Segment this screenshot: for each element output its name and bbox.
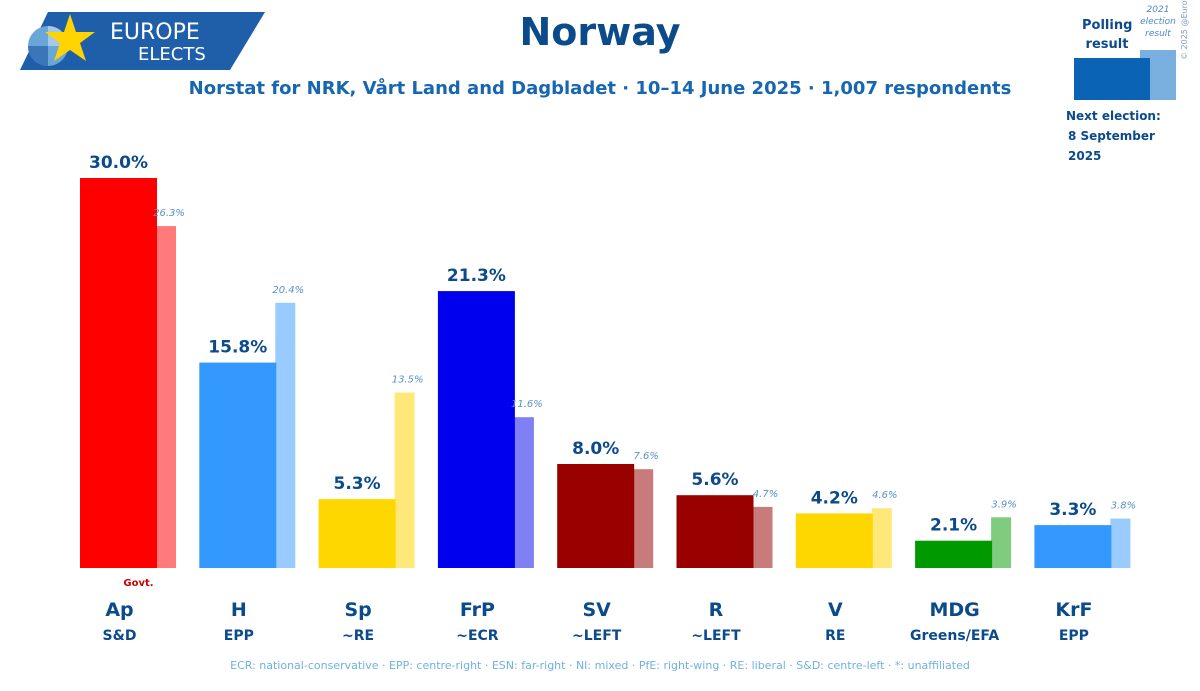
party-label: KrF	[1055, 599, 1092, 621]
group-label: RE	[825, 628, 845, 644]
next-election-label: Next election:	[1066, 109, 1161, 123]
polling-bar	[318, 499, 396, 568]
election-bar	[1110, 518, 1131, 568]
party-label: R	[709, 599, 724, 621]
legend-polling-label: Polling result	[1082, 18, 1133, 52]
legend-polling-swatch	[1074, 58, 1150, 100]
polling-bar	[915, 540, 993, 568]
election-value-label: 20.4%	[272, 285, 304, 296]
europe-elects-logo: EUROPE ELECTS	[20, 12, 265, 70]
polling-value-label: 15.8%	[208, 338, 267, 358]
group-label: EPP	[224, 628, 254, 644]
election-value-label: 3.9%	[991, 499, 1016, 510]
chart-subtitle: Norstat for NRK, Vårt Land and Dagbladet…	[188, 78, 1012, 99]
group-label: ~ECR	[456, 628, 499, 644]
polling-value-label: 4.2%	[811, 488, 858, 508]
next-election: Next election: 8 September 2025	[1066, 106, 1186, 166]
party-label: Sp	[344, 599, 371, 621]
brand-line1: EUROPE	[110, 20, 200, 45]
election-value-label: 11.6%	[511, 399, 543, 410]
election-value-label: 26.3%	[153, 208, 185, 219]
polling-bar	[1034, 525, 1112, 568]
polling-value-label: 8.0%	[572, 439, 619, 459]
polling-bar	[557, 464, 635, 568]
polling-bar	[676, 495, 754, 568]
party-label: FrP	[460, 599, 495, 621]
party-label: SV	[583, 599, 612, 621]
group-label: ~LEFT	[691, 628, 741, 644]
election-bar	[275, 302, 296, 568]
polling-value-label: 5.6%	[691, 470, 738, 490]
polling-bar	[795, 513, 873, 568]
group-label: EPP	[1059, 628, 1089, 644]
election-bar	[513, 417, 534, 568]
next-election-date: 8 September 2025	[1068, 129, 1155, 163]
election-value-label: 3.8%	[1111, 501, 1136, 512]
party-label: H	[231, 599, 247, 621]
election-bar	[871, 508, 892, 568]
election-bar	[752, 506, 773, 568]
election-bar	[156, 226, 176, 568]
legend-election-label: 2021 election result	[1140, 5, 1176, 39]
footer-legend: ECR: national-conservative · EPP: centre…	[230, 659, 970, 672]
chart-title: Norway	[519, 10, 681, 54]
group-label: S&D	[103, 628, 137, 644]
polling-value-label: 30.0%	[89, 153, 148, 173]
polling-value-label: 2.1%	[930, 516, 977, 536]
party-label: V	[828, 599, 843, 621]
bar-chart: 30.0% 26.3% Ap S&D 15.8% 20.4% H EPP 5.3% 13.5% Sp…	[80, 153, 1136, 644]
election-value-label: 4.7%	[753, 489, 778, 500]
election-bar	[991, 517, 1012, 568]
polling-value-label: 21.3%	[447, 266, 506, 286]
party-label: Ap	[105, 599, 133, 621]
election-value-label: 13.5%	[392, 375, 424, 386]
brand-line2: ELECTS	[138, 44, 206, 65]
election-value-label: 4.6%	[872, 490, 897, 501]
polling-bar	[80, 178, 157, 568]
legend-swatches	[1074, 50, 1176, 100]
election-bar	[394, 392, 415, 568]
star-icon	[45, 14, 95, 61]
election-value-label: 7.6%	[633, 451, 658, 462]
polling-bar	[199, 362, 277, 568]
polling-value-label: 3.3%	[1049, 500, 1096, 520]
group-label: ~LEFT	[572, 628, 622, 644]
polling-bar	[437, 291, 515, 568]
election-bar	[633, 469, 654, 568]
government-annotation: Govt.	[123, 578, 153, 589]
group-label: ~RE	[342, 628, 374, 644]
party-label: MDG	[929, 599, 979, 621]
polling-value-label: 5.3%	[334, 474, 381, 494]
group-label: Greens/EFA	[910, 628, 999, 644]
